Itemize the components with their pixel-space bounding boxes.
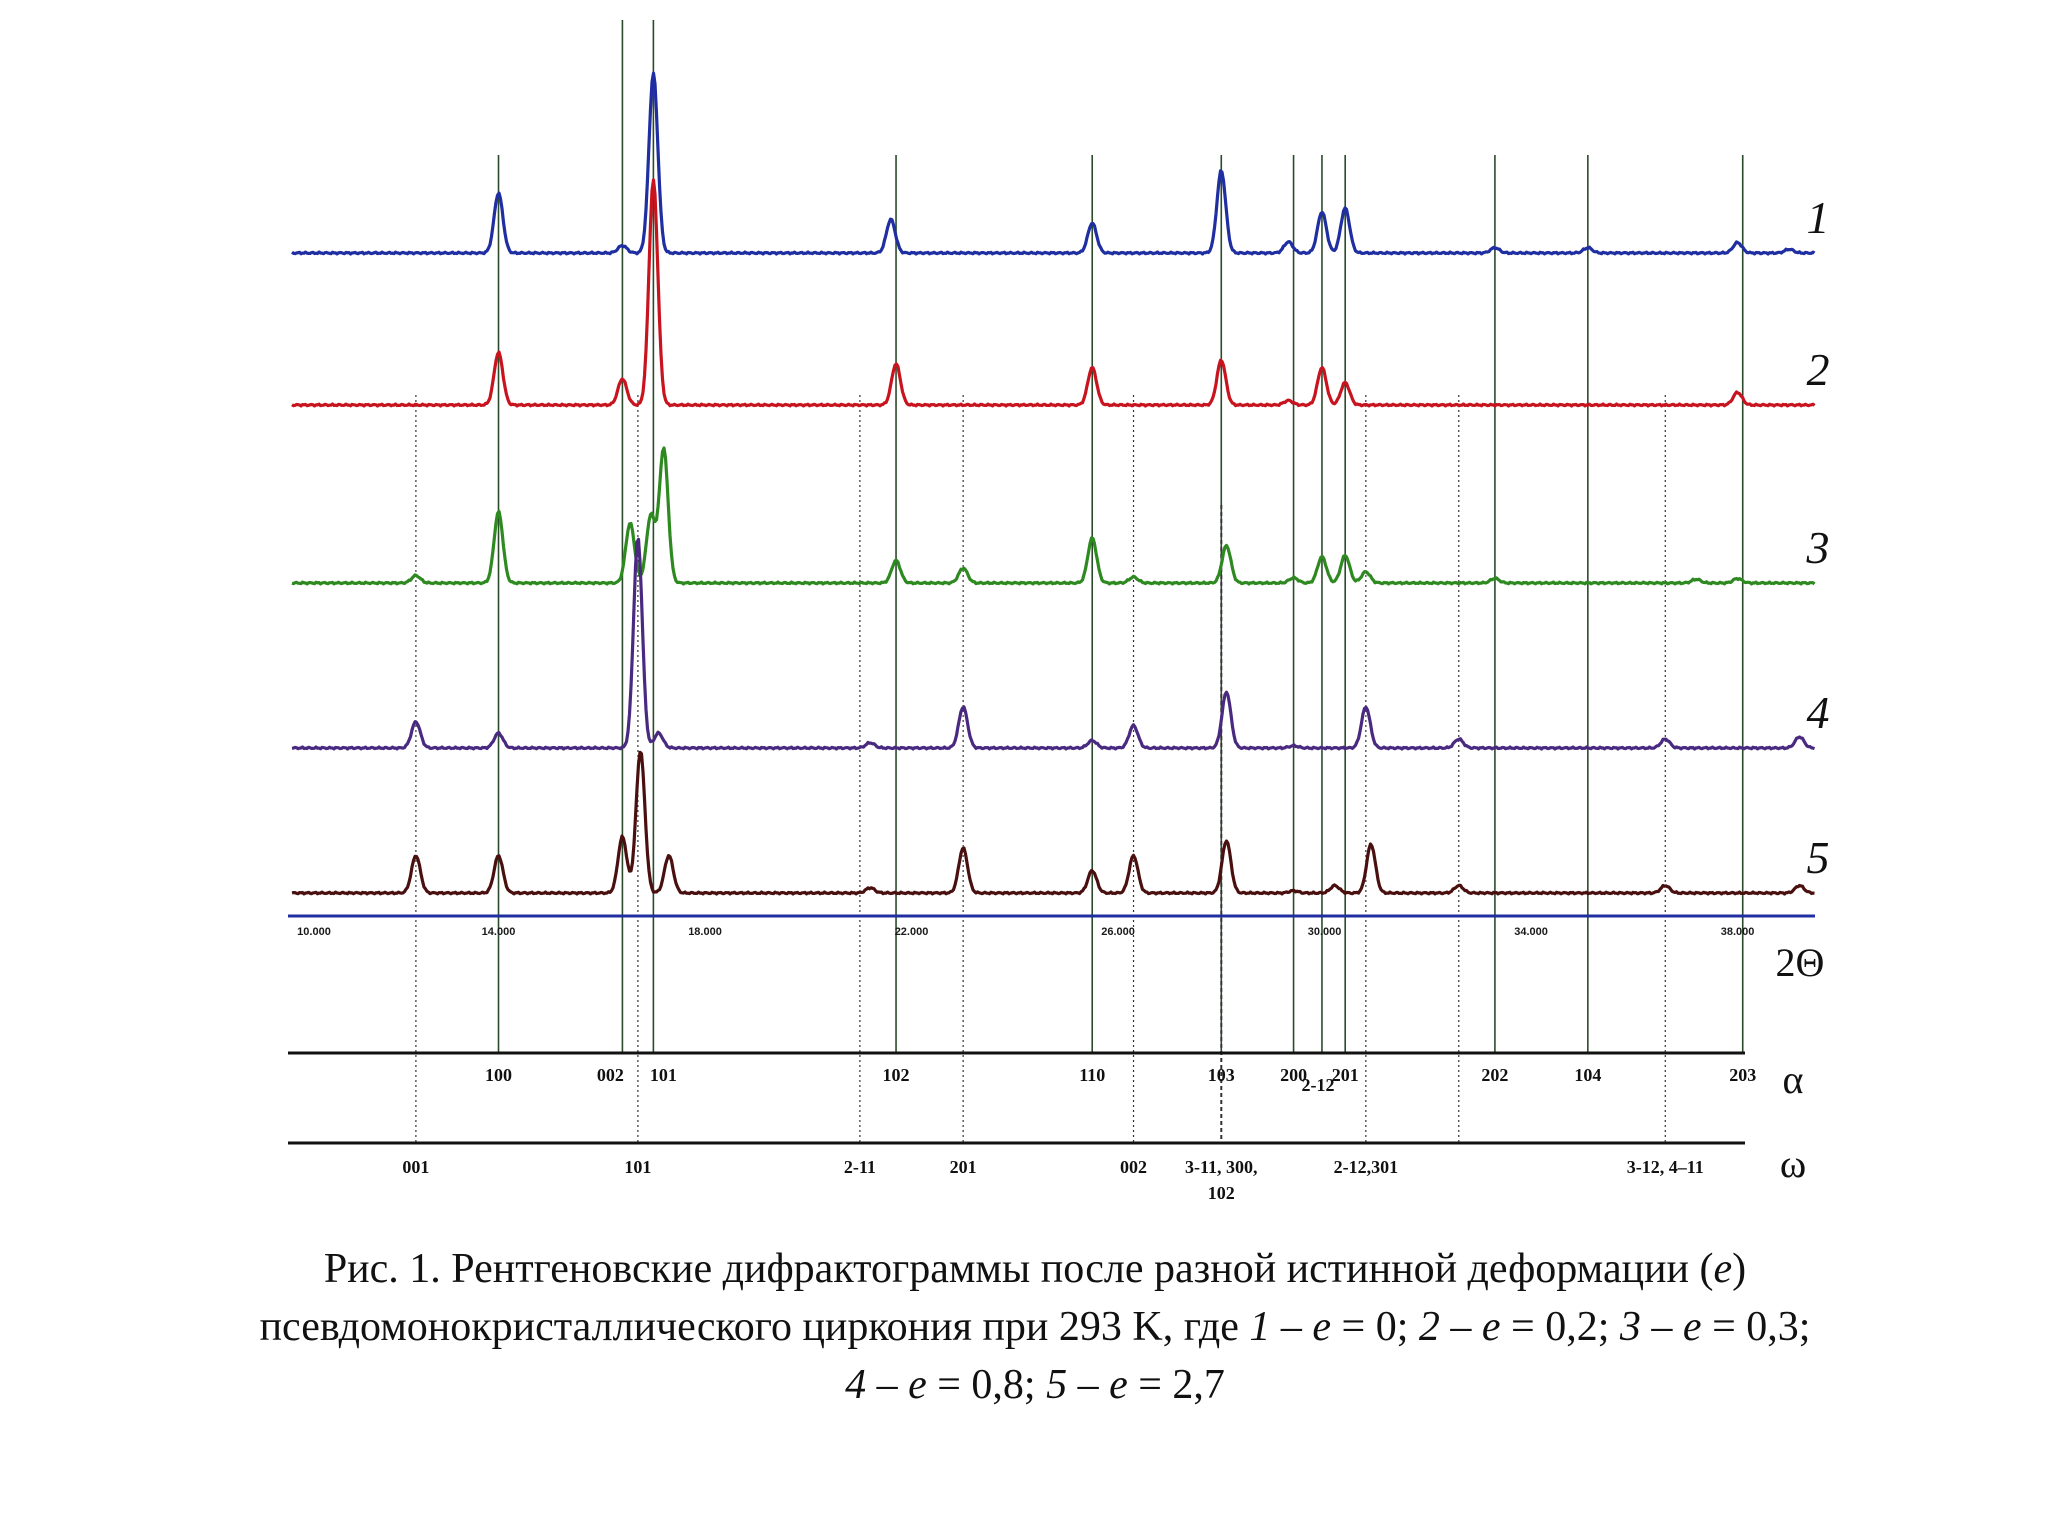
alpha-label: 110 bbox=[1079, 1065, 1105, 1085]
x-tick-label: 10.000 bbox=[297, 926, 331, 938]
diffraction-curves bbox=[291, 71, 1816, 896]
alpha-label: 101 bbox=[650, 1065, 677, 1085]
caption-line-1: Рис. 1. Рентгеновские дифрактограммы пос… bbox=[323, 1246, 1747, 1292]
x-tick-label: 18.000 bbox=[688, 926, 722, 938]
omega-symbol: ω bbox=[1780, 1141, 1806, 1186]
omega-label: 2-12,301 bbox=[1334, 1157, 1399, 1177]
caption-line-2: псевдомонокристаллического циркония при … bbox=[259, 1304, 1811, 1350]
alpha-label: 202 bbox=[1481, 1065, 1508, 1085]
alpha-label: 103 bbox=[1208, 1065, 1235, 1085]
omega-label: 2-11 bbox=[844, 1157, 876, 1177]
omega-label: 002 bbox=[1120, 1157, 1147, 1177]
x-axis-symbol: 2Θ bbox=[1776, 940, 1825, 985]
omega-label: 3-12, 4–11 bbox=[1627, 1157, 1704, 1177]
curve-2 bbox=[291, 178, 1816, 408]
alpha-label: 102 bbox=[883, 1065, 910, 1085]
alpha-label: 201 bbox=[1332, 1065, 1359, 1085]
curve-3 bbox=[291, 446, 1816, 586]
figure-caption: Рис. 1. Рентгеновские дифрактограммы пос… bbox=[60, 1240, 2010, 1414]
omega-label: 001 bbox=[402, 1157, 429, 1177]
x-tick-label: 26.000 bbox=[1101, 926, 1135, 938]
curve-number: 2 bbox=[1807, 344, 1830, 395]
curve-1 bbox=[291, 71, 1816, 256]
axes bbox=[288, 914, 1815, 1145]
alpha-label: 100 bbox=[485, 1065, 512, 1085]
curve-number: 1 bbox=[1807, 192, 1830, 243]
x-tick-label: 30.000 bbox=[1308, 926, 1342, 938]
x-tick-label: 22.000 bbox=[895, 926, 929, 938]
curve-number: 3 bbox=[1806, 522, 1830, 573]
omega-label: 3-11, 300, bbox=[1185, 1157, 1258, 1177]
curve-4 bbox=[291, 537, 1816, 751]
alpha-label: 200 bbox=[1280, 1065, 1307, 1085]
x-tick-label: 38.000 bbox=[1721, 926, 1755, 938]
omega-label: 102 bbox=[1208, 1183, 1235, 1203]
alpha-symbol: α bbox=[1783, 1057, 1804, 1102]
alpha-label: 002 bbox=[597, 1065, 624, 1085]
alpha-label: 203 bbox=[1729, 1065, 1756, 1085]
x-tick-label: 34.000 bbox=[1514, 926, 1548, 938]
alpha-label: 104 bbox=[1574, 1065, 1601, 1085]
curve-number: 4 bbox=[1807, 687, 1830, 738]
alpha-label: 2-12 bbox=[1301, 1075, 1334, 1095]
omega-label: 201 bbox=[950, 1157, 977, 1177]
omega-label: 101 bbox=[624, 1157, 651, 1177]
caption-line-3: 4 – e = 0,8; 5 – e = 2,7 bbox=[845, 1362, 1225, 1408]
curve-5 bbox=[291, 750, 1815, 896]
curve-number: 5 bbox=[1807, 832, 1830, 883]
x-tick-label: 14.000 bbox=[482, 926, 516, 938]
